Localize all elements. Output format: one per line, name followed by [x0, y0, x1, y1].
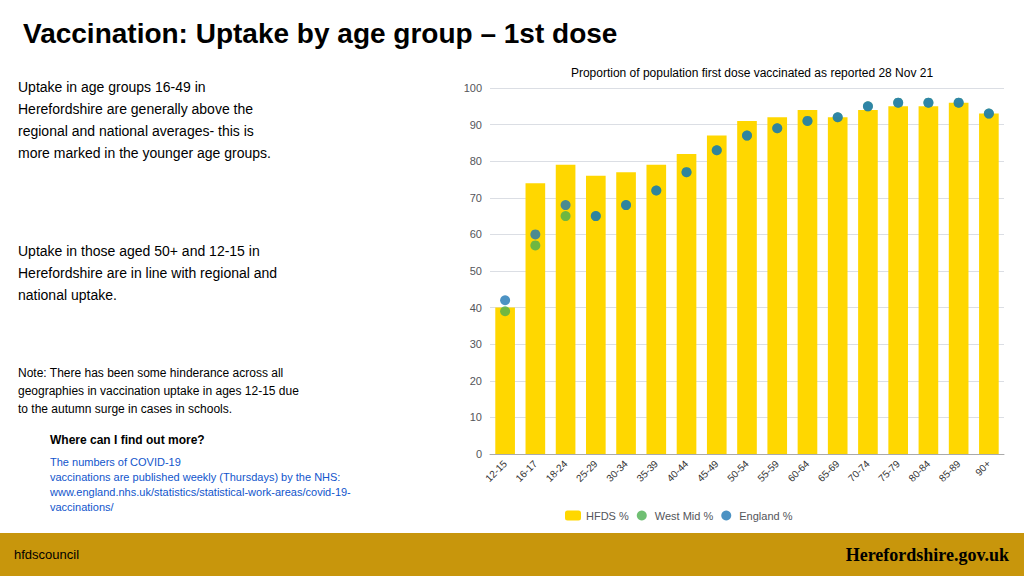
- svg-text:vaccinations/: vaccinations/: [50, 501, 115, 513]
- svg-text:Note: There has been some hind: Note: There has been some hinderance acr…: [18, 366, 283, 380]
- svg-text:Herefordshire.gov.uk: Herefordshire.gov.uk: [846, 545, 1009, 565]
- svg-text:18-24: 18-24: [544, 458, 570, 484]
- svg-text:60-64: 60-64: [786, 458, 812, 484]
- svg-text:70: 70: [470, 192, 482, 204]
- svg-text:Herefordshire are generally ab: Herefordshire are generally above the: [18, 101, 253, 117]
- svg-text:Herefordshire are in line with: Herefordshire are in line with regional …: [18, 265, 277, 281]
- svg-text:The numbers of COVID-19: The numbers of COVID-19: [50, 456, 181, 468]
- svg-text:Uptake in those aged 50+ and 1: Uptake in those aged 50+ and 12-15 in: [18, 243, 260, 259]
- svg-text:20: 20: [470, 375, 482, 387]
- svg-text:vaccinations are published wee: vaccinations are published weekly (Thurs…: [50, 471, 340, 483]
- svg-text:HFDS %: HFDS %: [586, 510, 629, 522]
- svg-text:45-49: 45-49: [695, 458, 721, 484]
- svg-text:80: 80: [470, 155, 482, 167]
- svg-text:100: 100: [464, 82, 482, 94]
- svg-text:hfdscouncil: hfdscouncil: [14, 547, 79, 562]
- svg-text:25-29: 25-29: [574, 458, 600, 484]
- svg-text:50-54: 50-54: [725, 458, 751, 484]
- svg-text:50: 50: [470, 265, 482, 277]
- svg-text:Vaccination: Uptake by age gro: Vaccination: Uptake by age group – 1st d…: [23, 18, 617, 49]
- svg-text:www.england.nhs.uk/statistics/: www.england.nhs.uk/statistics/statistica…: [49, 486, 351, 498]
- svg-text:geographies in vaccination upt: geographies in vaccination uptake in age…: [18, 384, 299, 398]
- svg-text:Where can I find out more?: Where can I find out more?: [50, 433, 205, 447]
- svg-text:30: 30: [470, 338, 482, 350]
- svg-text:40: 40: [470, 302, 482, 314]
- svg-text:10: 10: [470, 411, 482, 423]
- svg-text:Proportion of population first: Proportion of population first dose vacc…: [571, 66, 934, 80]
- svg-text:70-74: 70-74: [846, 458, 872, 484]
- svg-text:85-89: 85-89: [937, 458, 963, 484]
- svg-text:Uptake in age groups 16-49 in: Uptake in age groups 16-49 in: [18, 79, 206, 95]
- svg-text:30-34: 30-34: [604, 458, 630, 484]
- svg-text:more marked in the younger age: more marked in the younger age groups.: [18, 145, 271, 161]
- svg-text:West Mid %: West Mid %: [655, 510, 714, 522]
- svg-text:55-59: 55-59: [755, 458, 781, 484]
- svg-text:80-84: 80-84: [906, 458, 932, 484]
- svg-text:national uptake.: national uptake.: [18, 287, 117, 303]
- svg-text:regional and national averages: regional and national averages- this is: [18, 123, 254, 139]
- svg-text:90+: 90+: [973, 458, 993, 478]
- svg-text:12-15: 12-15: [483, 458, 509, 484]
- svg-text:90: 90: [470, 119, 482, 131]
- svg-text:to the autumn surge in cases i: to the autumn surge in cases in schools.: [18, 402, 232, 416]
- svg-text:0: 0: [476, 448, 482, 460]
- svg-text:60: 60: [470, 228, 482, 240]
- svg-text:65-69: 65-69: [816, 458, 842, 484]
- svg-text:75-79: 75-79: [876, 458, 902, 484]
- svg-text:16-17: 16-17: [513, 458, 539, 484]
- svg-text:England %: England %: [739, 510, 792, 522]
- svg-text:40-44: 40-44: [665, 458, 691, 484]
- svg-text:35-39: 35-39: [634, 458, 660, 484]
